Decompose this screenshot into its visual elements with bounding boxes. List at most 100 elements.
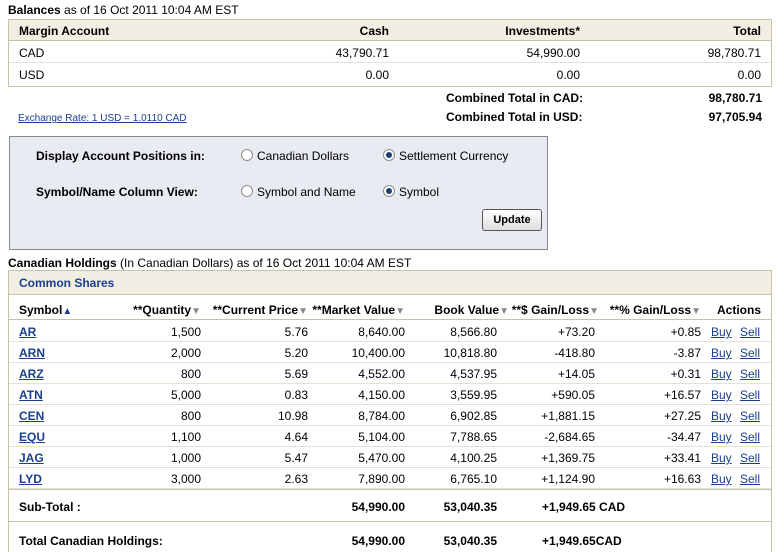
col-symbol[interactable]: Symbol▲ bbox=[19, 303, 72, 317]
dollar-gain-value: -418.80 bbox=[554, 346, 595, 360]
holdings-table: Common Shares Symbol▲ **Quantity▼ **Curr… bbox=[8, 270, 772, 552]
symbol-link[interactable]: CEN bbox=[19, 409, 45, 423]
sell-link[interactable]: Sell bbox=[740, 430, 761, 444]
current-price-value: 5.69 bbox=[284, 367, 308, 381]
subtotal-book-value: 53,040.35 bbox=[443, 500, 497, 514]
investments-value: 54,990.00 bbox=[526, 46, 580, 60]
symbol-link[interactable]: LYD bbox=[19, 472, 42, 486]
market-value: 5,104.00 bbox=[358, 430, 405, 444]
sell-link[interactable]: Sell bbox=[740, 325, 761, 339]
col-dollar-gain[interactable]: **$ Gain/Loss▼ bbox=[512, 303, 599, 317]
col-quantity[interactable]: **Quantity▼ bbox=[133, 303, 201, 317]
common-shares-header: Common Shares bbox=[9, 271, 771, 295]
dollar-gain-value: -2,684.65 bbox=[544, 430, 595, 444]
update-button[interactable]: Update bbox=[482, 209, 542, 231]
market-value: 8,640.00 bbox=[358, 325, 405, 339]
book-value: 6,765.10 bbox=[450, 472, 497, 486]
buy-link[interactable]: Buy bbox=[711, 451, 732, 465]
total-holdings-label: Total Canadian Holdings: bbox=[19, 534, 163, 548]
balances-table: Margin Account Cash Investments* Total C… bbox=[8, 19, 772, 87]
quantity-value: 2,000 bbox=[170, 346, 201, 360]
symbol-link[interactable]: AR bbox=[19, 325, 37, 339]
total-value: 98,780.71 bbox=[707, 46, 761, 60]
col-book-value-label: Book Value bbox=[434, 303, 500, 317]
current-price-value: 5.20 bbox=[284, 346, 308, 360]
table-row: ARN 2,000 5.20 10,400.00 10,818.80 -418.80 -3.… bbox=[9, 342, 771, 363]
subtotal-divider bbox=[9, 489, 771, 490]
dollar-gain-value: +1,124.90 bbox=[541, 472, 595, 486]
pct-gain-value: +0.31 bbox=[670, 367, 701, 381]
book-value: 10,818.80 bbox=[443, 346, 497, 360]
sort-icon: ▼ bbox=[191, 306, 201, 317]
combined-usd-label: Combined Total in USD: bbox=[446, 110, 583, 124]
col-current-price[interactable]: **Current Price▼ bbox=[213, 303, 308, 317]
subtotal-row: Sub-Total : 54,990.00 53,040.35 +1,949.6… bbox=[9, 496, 771, 517]
col-symbol-label: Symbol bbox=[19, 303, 63, 317]
header-cash: Cash bbox=[359, 24, 389, 38]
investments-value: 0.00 bbox=[556, 68, 580, 82]
col-pct-gain[interactable]: **% Gain/Loss▼ bbox=[610, 303, 701, 317]
market-value: 5,470.00 bbox=[358, 451, 405, 465]
pct-gain-value: +33.41 bbox=[663, 451, 701, 465]
radio-symbol-label[interactable]: Symbol bbox=[399, 185, 440, 199]
symbol-link[interactable]: ATN bbox=[19, 388, 43, 402]
sort-icon: ▼ bbox=[589, 306, 599, 317]
symbol-link[interactable]: EQU bbox=[19, 430, 46, 444]
quantity-value: 1,000 bbox=[170, 451, 201, 465]
book-value: 4,537.95 bbox=[450, 367, 497, 381]
buy-link[interactable]: Buy bbox=[711, 325, 732, 339]
sell-link[interactable]: Sell bbox=[740, 367, 761, 381]
quantity-value: 5,000 bbox=[170, 388, 201, 402]
quantity-value: 800 bbox=[180, 409, 201, 423]
market-value: 4,552.00 bbox=[358, 367, 405, 381]
symbol-link[interactable]: ARZ bbox=[19, 367, 44, 381]
pct-gain-value: +27.25 bbox=[663, 409, 701, 423]
buy-link[interactable]: Buy bbox=[711, 367, 732, 381]
buy-link[interactable]: Buy bbox=[711, 388, 732, 402]
radio-symbol-and-name-label[interactable]: Symbol and Name bbox=[257, 185, 356, 199]
currency-label: CAD bbox=[19, 46, 45, 60]
balances-timestamp: as of 16 Oct 2011 10:04 AM EST bbox=[60, 3, 239, 17]
combined-cad-value: 98,780.71 bbox=[708, 91, 762, 105]
sell-link[interactable]: Sell bbox=[740, 472, 761, 486]
book-value: 7,788.65 bbox=[450, 430, 497, 444]
display-options-panel: Display Account Positions in: Canadian D… bbox=[9, 136, 548, 250]
exchange-rate-link[interactable]: Exchange Rate: 1 USD = 1.0110 CAD bbox=[18, 113, 187, 124]
radio-symbol[interactable] bbox=[383, 185, 395, 197]
radio-symbol-and-name[interactable] bbox=[241, 185, 253, 197]
dollar-gain-value: +1,369.75 bbox=[541, 451, 595, 465]
radio-canadian-dollars[interactable] bbox=[241, 149, 253, 161]
quantity-value: 800 bbox=[180, 367, 201, 381]
radio-canadian-dollars-label[interactable]: Canadian Dollars bbox=[257, 149, 350, 163]
market-value: 4,150.00 bbox=[358, 388, 405, 402]
buy-link[interactable]: Buy bbox=[711, 409, 732, 423]
current-price-value: 5.47 bbox=[284, 451, 308, 465]
holdings-title-label: Canadian Holdings bbox=[8, 256, 117, 270]
table-row: JAG 1,000 5.47 5,470.00 4,100.25 +1,369.75 +33… bbox=[9, 447, 771, 468]
balances-title-label: Balances bbox=[8, 3, 61, 17]
subtotal-gain: +1,949.65 CAD bbox=[542, 500, 626, 514]
col-book-value[interactable]: Book Value▼ bbox=[434, 303, 509, 317]
sell-link[interactable]: Sell bbox=[740, 346, 761, 360]
col-market-value-label: **Market Value bbox=[312, 303, 396, 317]
symbol-link[interactable]: JAG bbox=[19, 451, 44, 465]
buy-link[interactable]: Buy bbox=[711, 472, 732, 486]
col-market-value[interactable]: **Market Value▼ bbox=[312, 303, 405, 317]
radio-settlement-currency-label[interactable]: Settlement Currency bbox=[399, 149, 509, 163]
quantity-value: 1,500 bbox=[170, 325, 201, 339]
total-divider bbox=[9, 521, 771, 522]
col-dollar-gain-label: **$ Gain/Loss bbox=[511, 303, 590, 317]
buy-link[interactable]: Buy bbox=[711, 346, 732, 360]
symbol-link[interactable]: ARN bbox=[19, 346, 45, 360]
cash-value: 0.00 bbox=[365, 68, 389, 82]
balances-title: Balances as of 16 Oct 2011 10:04 AM EST bbox=[8, 3, 239, 17]
pct-gain-value: +16.57 bbox=[663, 388, 701, 402]
book-value: 6,902.85 bbox=[450, 409, 497, 423]
radio-settlement-currency[interactable] bbox=[383, 149, 395, 161]
buy-link[interactable]: Buy bbox=[711, 430, 732, 444]
sell-link[interactable]: Sell bbox=[740, 451, 761, 465]
book-value: 8,566.80 bbox=[450, 325, 497, 339]
sell-link[interactable]: Sell bbox=[740, 388, 761, 402]
current-price-value: 0.83 bbox=[284, 388, 308, 402]
sell-link[interactable]: Sell bbox=[740, 409, 761, 423]
